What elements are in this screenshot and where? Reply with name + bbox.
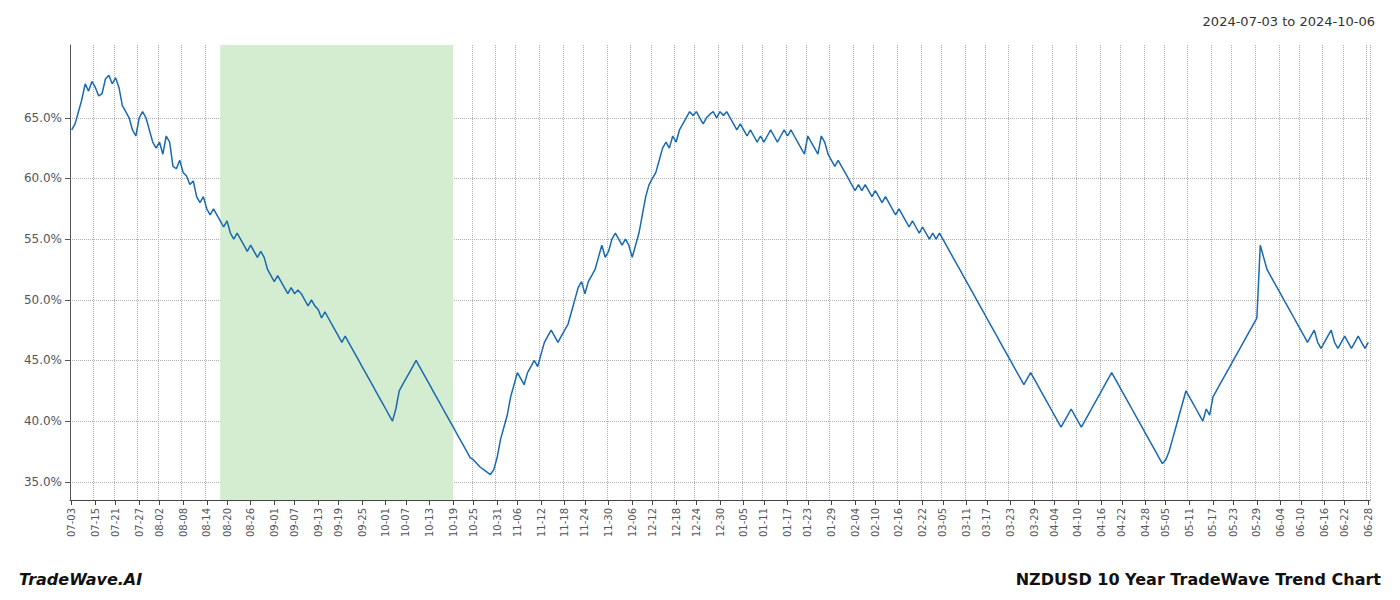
svg-text:35.0%: 35.0% xyxy=(24,475,62,489)
svg-text:08-08: 08-08 xyxy=(178,508,189,537)
svg-text:65.0%: 65.0% xyxy=(24,111,62,125)
svg-text:02-04: 02-04 xyxy=(850,508,861,537)
svg-text:10-31: 10-31 xyxy=(492,508,503,537)
svg-text:06-04: 06-04 xyxy=(1275,508,1286,537)
svg-text:12-06: 12-06 xyxy=(627,508,638,537)
svg-text:11-18: 11-18 xyxy=(559,508,570,537)
svg-text:03-29: 03-29 xyxy=(1029,508,1040,537)
svg-text:05-11: 05-11 xyxy=(1184,508,1195,537)
svg-text:10-07: 10-07 xyxy=(400,508,411,537)
svg-text:2024-07-03 to 2024-10-06: 2024-07-03 to 2024-10-06 xyxy=(1203,14,1375,29)
svg-text:06-22: 06-22 xyxy=(1339,508,1350,537)
svg-text:09-13: 09-13 xyxy=(313,508,324,537)
svg-text:10-25: 10-25 xyxy=(468,508,479,537)
svg-text:45.0%: 45.0% xyxy=(24,353,62,367)
svg-text:08-26: 08-26 xyxy=(245,508,256,537)
svg-text:02-16: 02-16 xyxy=(893,508,904,537)
svg-text:11-30: 11-30 xyxy=(603,508,614,537)
svg-text:08-14: 08-14 xyxy=(201,508,212,537)
svg-text:NZDUSD 10 Year TradeWave Trend: NZDUSD 10 Year TradeWave Trend Chart xyxy=(1016,570,1382,589)
svg-text:01-23: 01-23 xyxy=(802,508,813,537)
svg-text:10-13: 10-13 xyxy=(424,508,435,537)
svg-text:10-19: 10-19 xyxy=(448,508,459,537)
svg-text:03-23: 03-23 xyxy=(1005,508,1016,537)
svg-text:06-28: 06-28 xyxy=(1363,508,1374,537)
svg-text:05-17: 05-17 xyxy=(1207,508,1218,537)
svg-text:11-12: 11-12 xyxy=(536,508,547,537)
svg-text:07-03: 07-03 xyxy=(66,508,77,537)
svg-text:01-11: 01-11 xyxy=(758,508,769,537)
svg-text:09-01: 09-01 xyxy=(269,508,280,537)
svg-text:08-20: 08-20 xyxy=(222,508,233,537)
svg-text:12-18: 12-18 xyxy=(671,508,682,537)
svg-text:03-05: 03-05 xyxy=(937,508,948,537)
svg-text:01-05: 01-05 xyxy=(738,508,749,537)
svg-text:07-15: 07-15 xyxy=(90,508,101,537)
svg-text:50.0%: 50.0% xyxy=(24,293,62,307)
svg-text:60.0%: 60.0% xyxy=(24,171,62,185)
svg-text:40.0%: 40.0% xyxy=(24,414,62,428)
svg-text:12-30: 12-30 xyxy=(715,508,726,537)
svg-text:04-22: 04-22 xyxy=(1116,508,1127,537)
svg-text:10-01: 10-01 xyxy=(380,508,391,537)
svg-text:55.0%: 55.0% xyxy=(24,232,62,246)
svg-text:05-23: 05-23 xyxy=(1228,508,1239,537)
svg-text:03-11: 03-11 xyxy=(961,508,972,537)
svg-text:01-17: 01-17 xyxy=(782,508,793,537)
svg-text:03-17: 03-17 xyxy=(981,508,992,537)
svg-text:05-05: 05-05 xyxy=(1160,508,1171,537)
svg-text:07-21: 07-21 xyxy=(110,508,121,537)
svg-text:09-19: 09-19 xyxy=(333,508,344,537)
svg-text:04-28: 04-28 xyxy=(1140,508,1151,537)
svg-text:11-24: 11-24 xyxy=(579,508,590,537)
svg-text:12-12: 12-12 xyxy=(647,508,658,537)
svg-text:TradeWave.AI: TradeWave.AI xyxy=(19,570,142,589)
svg-text:11-06: 11-06 xyxy=(512,508,523,537)
svg-text:09-25: 09-25 xyxy=(357,508,368,537)
svg-text:02-22: 02-22 xyxy=(917,508,928,537)
svg-text:05-29: 05-29 xyxy=(1251,508,1262,537)
svg-text:12-24: 12-24 xyxy=(691,508,702,537)
svg-text:09-07: 09-07 xyxy=(289,508,300,537)
svg-text:04-16: 04-16 xyxy=(1096,508,1107,537)
svg-text:01-29: 01-29 xyxy=(826,508,837,537)
svg-text:04-04: 04-04 xyxy=(1049,508,1060,537)
svg-text:08-02: 08-02 xyxy=(154,508,165,537)
svg-text:04-10: 04-10 xyxy=(1072,508,1083,537)
svg-text:06-10: 06-10 xyxy=(1295,508,1306,537)
svg-text:02-10: 02-10 xyxy=(870,508,881,537)
svg-text:07-27: 07-27 xyxy=(134,508,145,537)
svg-text:06-16: 06-16 xyxy=(1319,508,1330,537)
